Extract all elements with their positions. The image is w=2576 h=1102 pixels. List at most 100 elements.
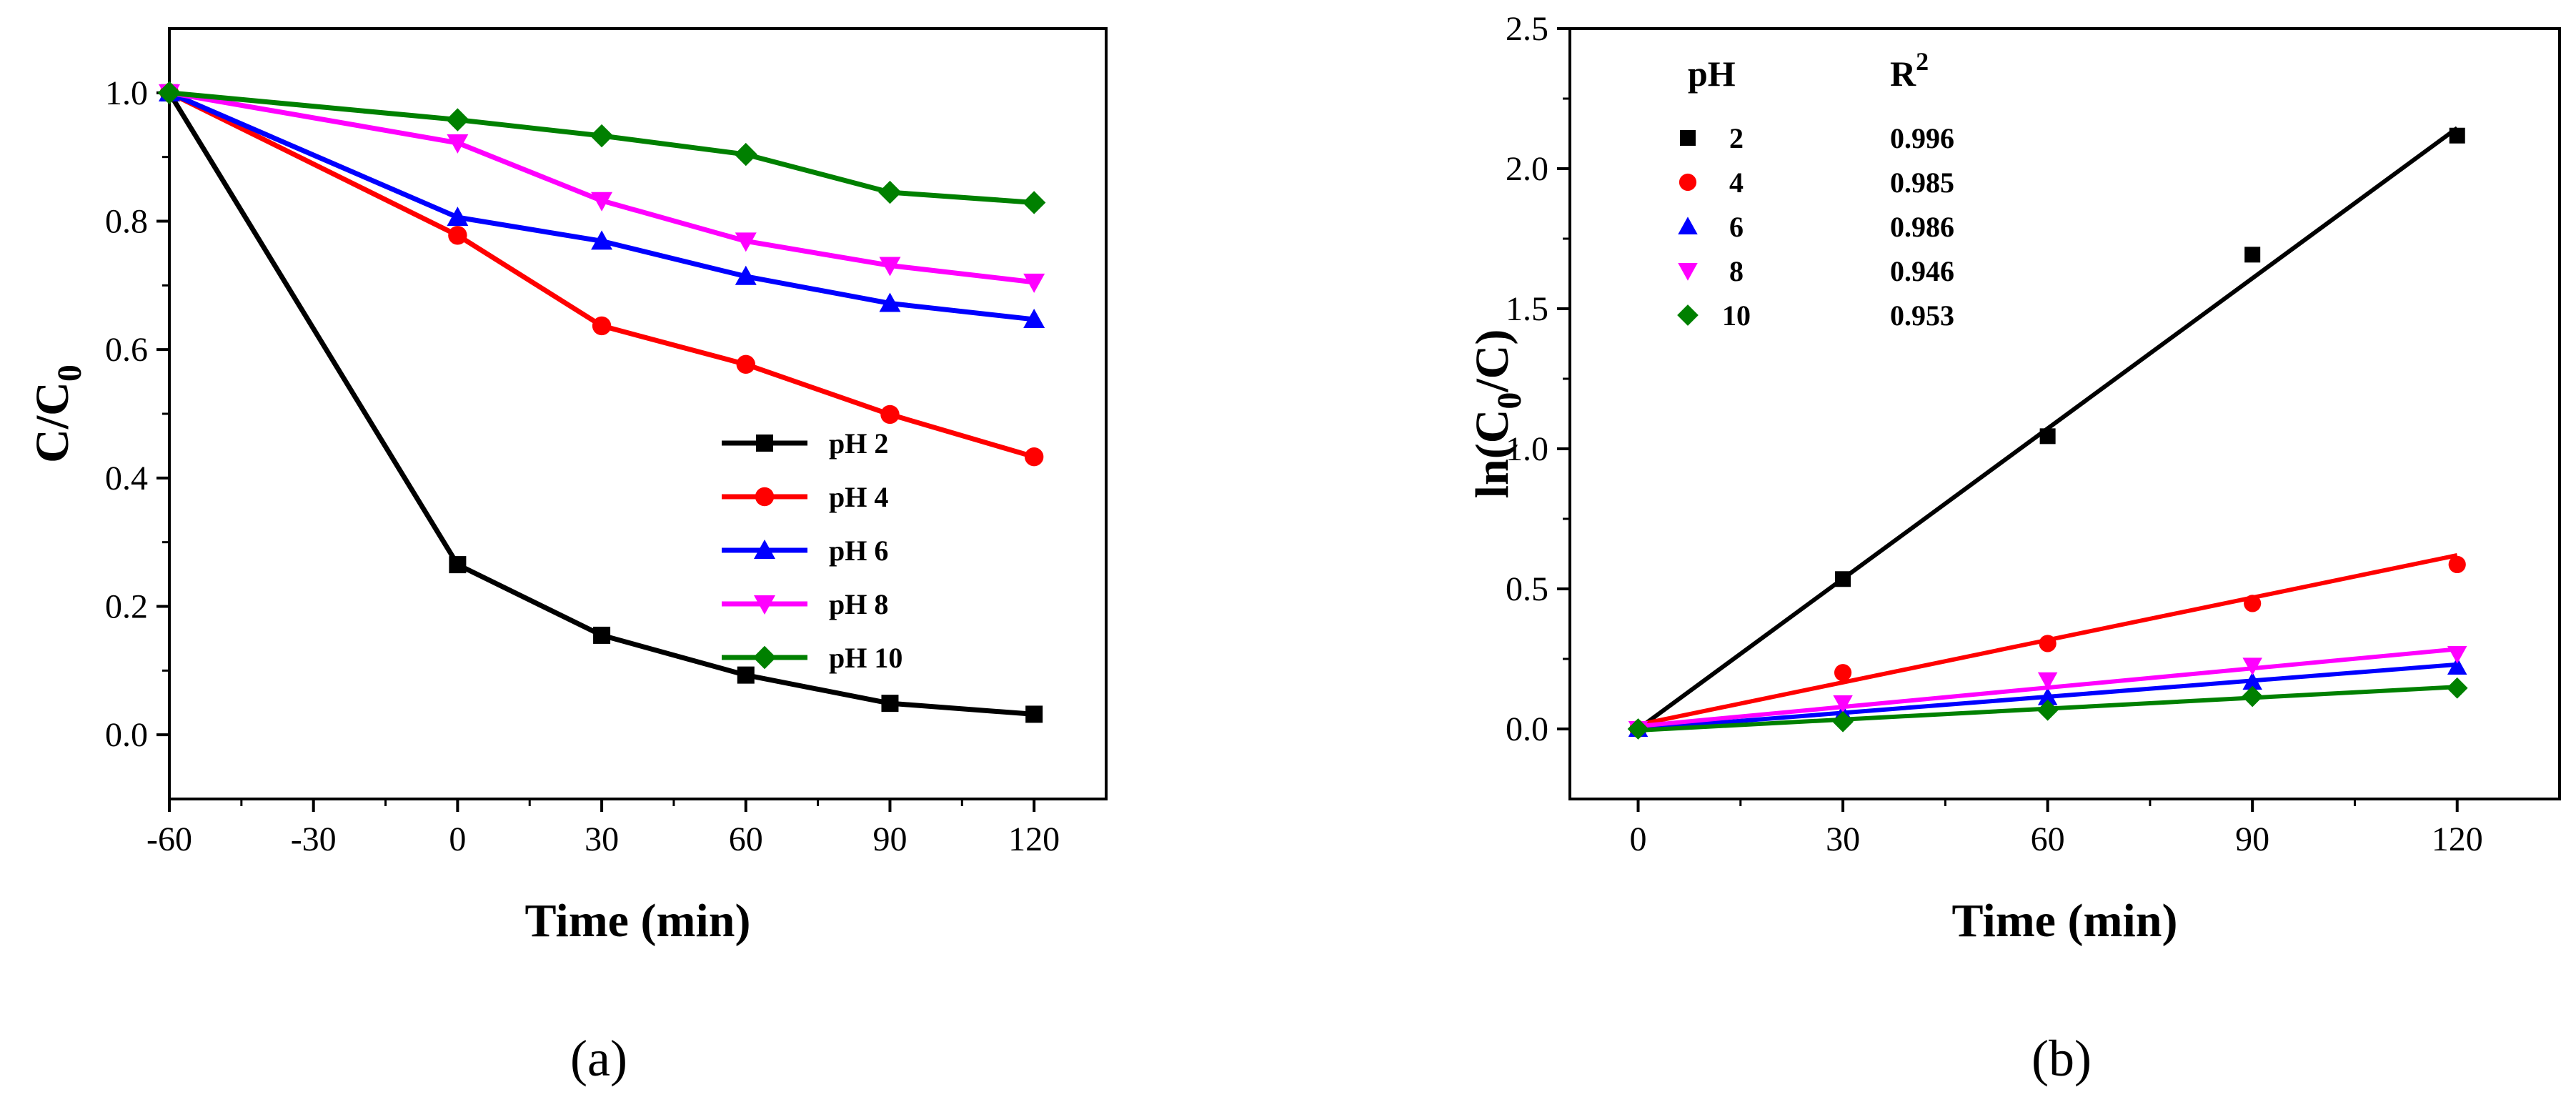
legend-label: pH 10 bbox=[829, 642, 902, 674]
x-tick-label: 30 bbox=[1826, 820, 1860, 858]
series-line bbox=[169, 90, 1035, 285]
legend-marker bbox=[754, 540, 775, 559]
data-point bbox=[1025, 705, 1043, 723]
data-point bbox=[157, 81, 181, 105]
series-line bbox=[168, 90, 1035, 460]
data-point bbox=[2037, 687, 2058, 705]
data-point bbox=[1024, 447, 1044, 467]
data-point bbox=[2039, 635, 2057, 652]
legend-label: pH 4 bbox=[829, 481, 888, 513]
legend-header-r2-base: R bbox=[1890, 54, 1916, 94]
y-tick-label: 0.0 bbox=[1506, 710, 1548, 748]
legend-marker bbox=[1680, 130, 1696, 146]
legend-r2-value: 0.985 bbox=[1890, 167, 1954, 199]
legend-label: 4 bbox=[1729, 167, 1744, 199]
y-axis-title-base: C/C bbox=[26, 382, 79, 463]
legend-label: 6 bbox=[1729, 211, 1744, 243]
y-tick-label: 2.0 bbox=[1506, 150, 1548, 188]
legend-marker bbox=[754, 595, 775, 615]
y-axis-title-subscript: 0 bbox=[51, 364, 89, 382]
legend-label: pH 6 bbox=[829, 535, 888, 567]
legend-r2-value: 0.986 bbox=[1890, 211, 1954, 243]
legend-r2-value: 0.996 bbox=[1890, 122, 1954, 154]
data-point bbox=[449, 556, 467, 574]
y-tick-label: 2.5 bbox=[1506, 10, 1548, 48]
data-point bbox=[737, 666, 755, 684]
legend-label: 10 bbox=[1722, 299, 1751, 332]
data-point bbox=[1023, 273, 1045, 293]
data-point bbox=[447, 134, 469, 154]
legend-label: 8 bbox=[1729, 255, 1744, 287]
data-point bbox=[591, 192, 613, 212]
data-point bbox=[2242, 685, 2264, 708]
y-tick-label: 0.4 bbox=[105, 460, 148, 497]
plot-frame bbox=[168, 27, 1108, 800]
data-point bbox=[2037, 699, 2059, 721]
x-tick-label: 60 bbox=[2031, 820, 2065, 858]
data-point bbox=[2447, 657, 2467, 675]
legend-header-ph: pH bbox=[1688, 54, 1736, 94]
panel-b-caption: (b) bbox=[2032, 1030, 2092, 1087]
x-tick-label: 0 bbox=[449, 820, 466, 858]
series-line bbox=[167, 91, 1035, 717]
legend-label: pH 8 bbox=[829, 588, 888, 620]
data-point bbox=[2449, 127, 2465, 144]
data-point bbox=[2242, 672, 2262, 690]
data-point bbox=[879, 257, 901, 277]
legend-marker bbox=[1678, 217, 1698, 234]
data-point bbox=[2244, 595, 2262, 612]
legend-header-r2-superscript: 2 bbox=[1916, 47, 1929, 76]
data-point bbox=[734, 142, 757, 167]
y-axis-title-pre: ln(C bbox=[1466, 409, 1518, 499]
data-point bbox=[591, 230, 613, 250]
legend-r2-value: 0.946 bbox=[1890, 255, 1954, 287]
y-axis-title: ln(C0/C) bbox=[1466, 329, 1528, 499]
legend-marker bbox=[1678, 263, 1698, 281]
x-tick-label: 120 bbox=[1008, 820, 1060, 858]
legend-header-r2: R2 bbox=[1890, 47, 1929, 94]
legend-marker bbox=[756, 435, 773, 452]
data-point bbox=[1023, 308, 1045, 328]
data-point bbox=[735, 232, 757, 252]
data-point bbox=[735, 265, 757, 285]
data-point bbox=[590, 124, 614, 148]
legend-marker bbox=[1679, 173, 1697, 192]
data-point bbox=[446, 108, 469, 131]
data-point bbox=[2039, 428, 2056, 445]
series-line bbox=[169, 90, 1035, 205]
legend-marker bbox=[752, 645, 777, 670]
y-tick-label: 0.6 bbox=[105, 331, 148, 369]
data-point bbox=[593, 626, 611, 644]
data-point bbox=[2037, 672, 2058, 690]
data-point bbox=[881, 695, 899, 713]
x-tick-label: -60 bbox=[146, 820, 192, 858]
y-tick-label: 1.5 bbox=[1506, 290, 1548, 328]
panel-a-chart: -60 -30 0 30 60 90 120 0.0 0.2 0.4 0.6 0.8 1.0 Time (… bbox=[26, 27, 1108, 947]
data-point bbox=[736, 354, 755, 374]
data-point bbox=[1627, 718, 1649, 740]
y-tick-label: 1.0 bbox=[105, 74, 148, 112]
y-tick-label: 0.5 bbox=[1506, 570, 1548, 608]
data-point bbox=[448, 226, 467, 245]
x-axis-title: Time (min) bbox=[525, 895, 751, 947]
data-point bbox=[878, 180, 902, 204]
legend-marker bbox=[755, 487, 775, 507]
data-point bbox=[2446, 677, 2468, 699]
data-point bbox=[879, 292, 901, 312]
y-tick-label: 0.8 bbox=[105, 203, 148, 241]
data-point bbox=[1022, 191, 1046, 214]
x-tick-label: 120 bbox=[2432, 820, 2483, 858]
x-tick-label: -30 bbox=[291, 820, 337, 858]
x-tick-label: 0 bbox=[1630, 820, 1647, 858]
legend-label: 2 bbox=[1729, 122, 1744, 154]
x-axis-title: Time (min) bbox=[1952, 895, 2178, 947]
data-point bbox=[1832, 710, 1854, 733]
y-axis-title-post: /C) bbox=[1466, 329, 1518, 393]
y-tick-label: 0.2 bbox=[105, 588, 148, 626]
data-point bbox=[1834, 664, 1852, 682]
data-point bbox=[1833, 695, 1853, 713]
data-point bbox=[2244, 247, 2261, 263]
data-point bbox=[2447, 645, 2467, 664]
